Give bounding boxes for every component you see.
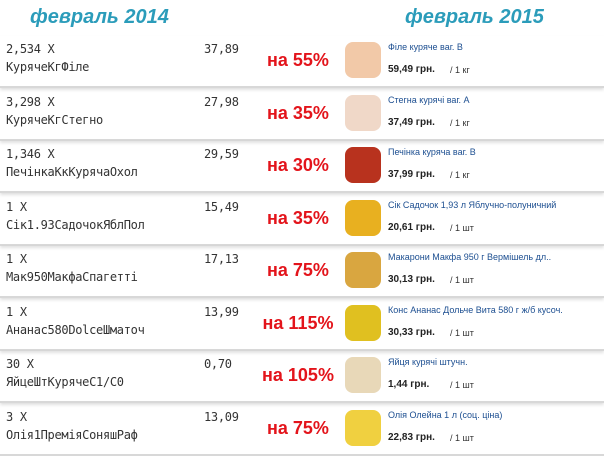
product-price: 20,61 грн. <box>388 221 435 233</box>
price-increase: на 30% <box>267 155 329 175</box>
product-price: 30,33 грн. <box>388 326 435 338</box>
receipt-price: 15,49 <box>204 199 239 214</box>
receipt-price: 37,89 <box>204 42 239 56</box>
product-name: Макарони Макфа 950 г Вермішель дл.. <box>388 252 552 262</box>
receipt-name: КурячеКгСтегно <box>6 112 103 127</box>
receipt-name: ЯйцеШтКурячеС1/С0 <box>6 375 124 389</box>
product-price: 59,49 грн. <box>388 64 435 75</box>
price-increase: на 35% <box>267 207 329 228</box>
product-name: Стегна курячі ваг. А <box>388 94 470 105</box>
product-name: Конс Ананас Дольче Вита 580 г ж/б кусоч. <box>388 304 563 315</box>
receipt-qty: 1 X <box>6 199 27 214</box>
product-image <box>345 199 381 236</box>
product-price: 37,49 грн. <box>388 116 435 128</box>
receipt-name: Сік1.93СадочокЯблПол <box>6 217 145 232</box>
receipt-qty: 3,298 X <box>6 94 55 109</box>
product-unit: / 1 кг <box>450 117 470 128</box>
receipt-price: 0,70 <box>204 357 232 371</box>
product-image <box>345 252 381 288</box>
product-row: 1 X Мак950МакфаСпагетті 17,13 на 75% Макарон… <box>0 246 604 298</box>
product-row: 30 X ЯйцеШтКурячеС1/С0 0,70 на 105% Яйця кур… <box>0 351 604 403</box>
product-name: Сік Садочок 1,93 л Яблучно-полуничний <box>388 199 557 210</box>
product-row: 1 X Сік1.93СадочокЯблПол 15,49 на 35% Сік Са… <box>0 194 604 246</box>
price-increase: на 75% <box>267 417 329 438</box>
product-name: Філе куряче ваг. В <box>388 42 463 52</box>
product-image <box>345 147 381 183</box>
product-row: 1,346 X ПечінкаКкКурячаОхол 29,59 на 30% Печ… <box>0 141 604 193</box>
price-increase: на 115% <box>262 312 334 333</box>
receipt-qty: 1 X <box>6 304 27 319</box>
receipt-price: 27,98 <box>204 94 239 109</box>
product-row: 2,534 X КурячеКгФіле 37,89 на 55% Філе куряч… <box>0 36 604 88</box>
price-increase: на 75% <box>267 260 329 280</box>
product-name: Олія Олейна 1 л (соц. ціна) <box>388 409 503 420</box>
product-row: 3 X Олія1ПреміяСоняшРаф 13,09 на 75% Олія Ол… <box>0 404 604 456</box>
product-price: 30,13 грн. <box>388 274 435 285</box>
product-price: 22,83 грн. <box>388 431 435 443</box>
price-increase: на 105% <box>262 365 334 385</box>
product-unit: / 1 шт <box>450 275 474 285</box>
product-price: 37,99 грн. <box>388 169 435 180</box>
product-row: 3,298 X КурячеКгСтегно 27,98 на 35% Стегна к… <box>0 89 604 141</box>
product-unit: / 1 кг <box>450 170 470 180</box>
product-image <box>345 42 381 78</box>
header-right: февраль 2015 <box>405 6 544 28</box>
header-left: февраль 2014 <box>30 6 169 28</box>
product-image <box>345 304 381 341</box>
price-increase: на 35% <box>267 102 329 123</box>
product-unit: / 1 кг <box>450 65 470 75</box>
receipt-qty: 30 X <box>6 357 34 371</box>
product-row: 1 X Ананас580DolceШматоч 13,99 на 115% Конс … <box>0 299 604 351</box>
receipt-qty: 3 X <box>6 409 27 424</box>
receipt-name: ПечінкаКкКурячаОхол <box>6 165 138 179</box>
receipt-name: Олія1ПреміяСоняшРаф <box>6 427 138 442</box>
receipt-price: 29,59 <box>204 147 239 161</box>
receipt-name: Мак950МакфаСпагетті <box>6 270 138 284</box>
receipt-qty: 1 X <box>6 252 27 266</box>
receipt-price: 13,99 <box>204 304 239 319</box>
receipt-name: КурячеКгФіле <box>6 60 90 74</box>
product-name: Печінка куряча ваг. В <box>388 147 476 157</box>
product-unit: / 1 шт <box>450 432 474 443</box>
receipt-price: 17,13 <box>204 252 239 266</box>
product-image <box>345 357 381 393</box>
product-unit: / 1 шт <box>450 222 474 233</box>
product-name: Яйця курячі штучн. <box>388 357 468 367</box>
product-image <box>345 94 381 131</box>
price-increase: на 55% <box>267 50 329 70</box>
infographic: февраль 2014 февраль 2015 2,534 X КурячеК… <box>0 6 604 456</box>
product-unit: / 1 шт <box>450 380 474 390</box>
receipt-qty: 1,346 X <box>6 147 55 161</box>
product-unit: / 1 шт <box>450 327 474 338</box>
receipt-name: Ананас580DolceШматоч <box>6 322 145 337</box>
product-image <box>345 409 381 446</box>
product-price: 1,44 грн. <box>388 379 430 390</box>
receipt-price: 13,09 <box>204 409 239 424</box>
receipt-qty: 2,534 X <box>6 42 55 56</box>
